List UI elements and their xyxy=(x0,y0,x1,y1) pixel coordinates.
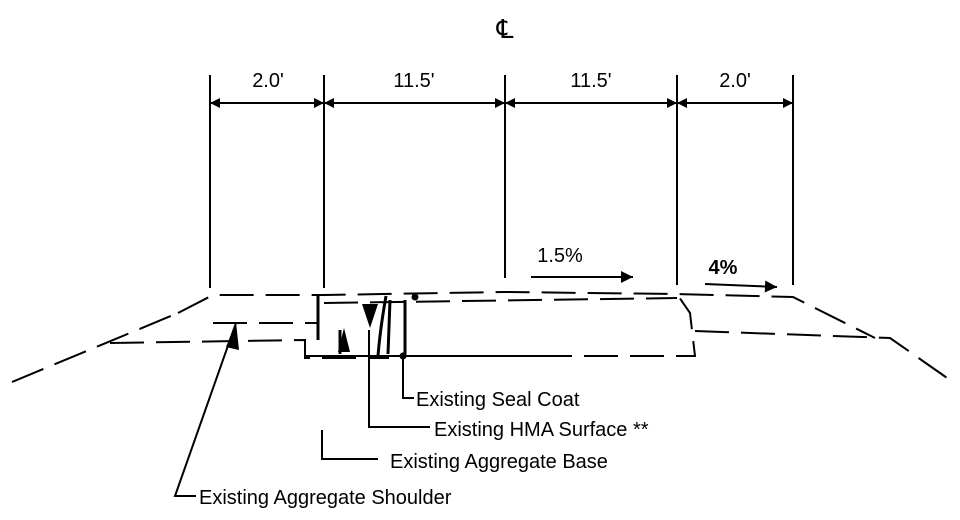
callout-seal-coat: Existing Seal Coat xyxy=(416,389,580,411)
extension-lines xyxy=(209,75,794,288)
dimension-label-right-lane: 11.5' xyxy=(570,70,611,92)
leader-hma-surface xyxy=(368,330,430,428)
leader-arrowhead xyxy=(226,322,239,350)
slope-label-shoulder: 4% xyxy=(709,257,738,279)
leader-aggregate-base xyxy=(321,430,378,460)
leader-aggregate-shoulder xyxy=(173,322,237,497)
slope-label-lane: 1.5% xyxy=(537,245,583,267)
base-right-edge xyxy=(400,293,697,357)
leader-seal-coat xyxy=(402,358,414,399)
leader-arrowhead xyxy=(338,328,350,352)
node xyxy=(411,293,419,301)
base-top-line xyxy=(323,297,678,304)
leader-arrowhead xyxy=(362,304,378,328)
pavement-layers xyxy=(11,290,951,383)
callout-leaders xyxy=(173,322,430,497)
dimension-label-right-shoulder: 2.0' xyxy=(719,70,751,92)
callout-hma-surface: Existing HMA Surface ** xyxy=(434,419,649,441)
dimension-label-left-shoulder: 2.0' xyxy=(252,70,284,92)
surface-line xyxy=(177,290,876,339)
base-bottom-line xyxy=(109,338,389,359)
callout-aggregate-base: Existing Aggregate Base xyxy=(390,451,608,473)
hma-edge xyxy=(316,295,407,357)
subgrade-right xyxy=(694,330,951,381)
callout-aggregate-shoulder: Existing Aggregate Shoulder xyxy=(199,487,452,509)
subgrade-left xyxy=(11,312,179,383)
centerline-symbol: ℄ xyxy=(496,15,514,45)
slope-arrow-shoulder xyxy=(704,280,778,293)
dimension-label-left-lane: 11.5' xyxy=(393,70,434,92)
